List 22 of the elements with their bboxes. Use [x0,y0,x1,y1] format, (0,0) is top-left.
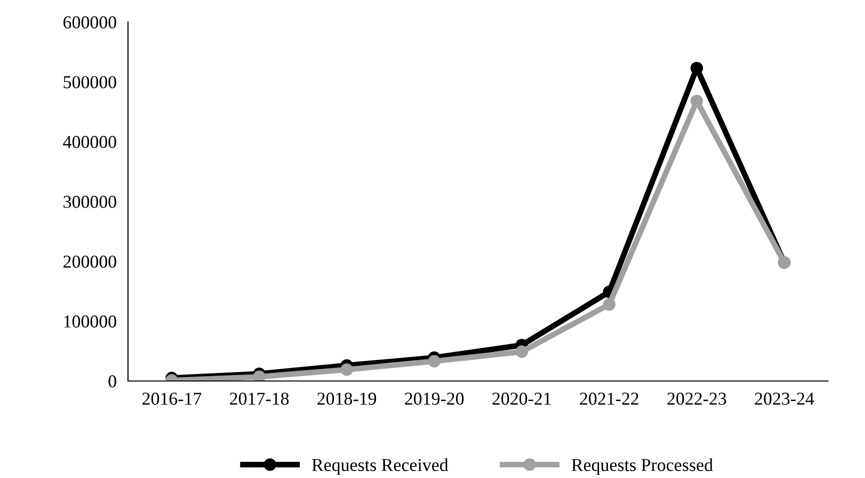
legend-label: Requests Processed [572,458,713,475]
x-tick-label: 2018-19 [317,392,376,405]
point [340,363,353,376]
x-tick-label: 2022-23 [667,392,726,405]
point [428,355,440,368]
y-tick-label: 200000 [64,256,116,268]
y-tick-label: 0 [108,375,116,388]
x-tick-label: 2021-22 [580,392,638,405]
y-tick-label: 300000 [64,196,116,208]
x-tick-label: 2017-18 [230,392,289,405]
x-tick-label: 2020-21 [492,392,551,405]
point [516,345,528,358]
y-tick-label: 100000 [64,315,116,328]
point [603,298,616,311]
x-tick-label: 2019-20 [404,392,464,405]
x-tick-label: 2016-17 [142,392,202,405]
y-tick-label: 500000 [64,76,116,88]
x-tick-label: 2023-24 [754,392,814,405]
y-tick-label: 400000 [63,136,116,148]
legend-label: Requests Received [312,458,448,475]
y-tick-label: 600000 [64,16,116,28]
point [253,370,266,381]
